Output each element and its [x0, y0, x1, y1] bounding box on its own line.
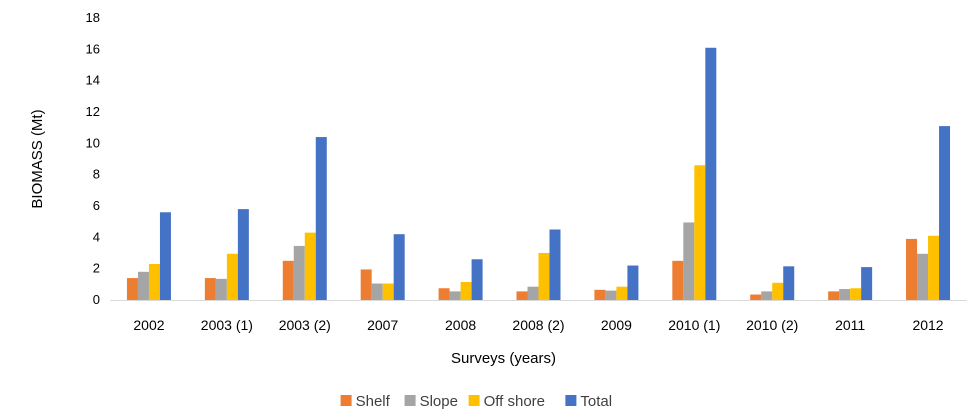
bar-group	[360, 234, 405, 300]
bar-group	[438, 259, 483, 300]
bar-group	[750, 266, 795, 300]
bar-shelf	[672, 260, 684, 300]
x-tick-label: 2010 (1)	[668, 317, 720, 333]
bar-off-shore	[928, 235, 940, 300]
x-tick-label: 2007	[367, 317, 398, 333]
bar-off-shore	[304, 232, 316, 300]
bar-shelf	[594, 289, 606, 300]
legend-swatch	[404, 395, 416, 406]
legend-label: Total	[580, 393, 612, 410]
bar-groups	[126, 47, 951, 301]
bar-total	[315, 137, 327, 300]
x-axis-title: Surveys (years)	[451, 350, 556, 367]
bar-off-shore	[616, 286, 628, 300]
x-tick-label: 2008	[445, 317, 476, 333]
bar-slope	[371, 283, 383, 300]
bar-slope	[839, 289, 851, 300]
x-tick-label: 2009	[601, 317, 632, 333]
bar-group	[282, 137, 327, 300]
bar-total	[705, 47, 717, 301]
y-tick-label: 10	[86, 135, 100, 150]
bar-total	[627, 265, 639, 300]
bar-group	[516, 229, 561, 300]
bar-group	[204, 209, 249, 300]
bar-slope	[449, 291, 461, 300]
x-axis-categories: 2002 2003 (1) 2003 (2) 2007 2008 2008 (2) 2009…	[133, 317, 943, 333]
x-tick-label: 2003 (2)	[279, 317, 331, 333]
bar-shelf	[516, 291, 528, 300]
bar-shelf	[360, 269, 372, 300]
bar-group	[594, 265, 639, 300]
legend-label: Slope	[420, 393, 458, 410]
bar-slope	[683, 222, 695, 300]
legend-label: Off shore	[484, 393, 545, 410]
legend-item: Shelf	[340, 393, 391, 410]
y-tick-label: 12	[86, 104, 100, 119]
bar-off-shore	[772, 282, 784, 300]
legend: Shelf Slope Off shore Total	[340, 393, 612, 410]
bar-total	[471, 259, 483, 300]
legend-label: Shelf	[356, 393, 391, 410]
bar-shelf	[126, 278, 138, 300]
x-tick-label: 2012	[912, 317, 943, 333]
y-tick-label: 18	[86, 10, 100, 25]
bar-off-shore	[538, 253, 550, 300]
y-tick-label: 2	[93, 261, 100, 276]
legend-swatch	[340, 395, 352, 406]
bar-slope	[917, 253, 929, 300]
y-axis-title: BIOMASS (Mt)	[29, 109, 46, 208]
legend-item: Off shore	[468, 393, 545, 410]
bar-off-shore	[382, 283, 394, 300]
bar-shelf	[438, 288, 450, 300]
legend-item: Total	[565, 393, 612, 410]
legend-item: Slope	[404, 393, 458, 410]
bar-total	[783, 266, 795, 300]
y-tick-label: 8	[93, 167, 100, 182]
x-tick-label: 2010 (2)	[746, 317, 798, 333]
x-tick-label: 2002	[133, 317, 164, 333]
bar-total	[393, 234, 405, 300]
bar-off-shore	[148, 263, 160, 300]
legend-swatch	[565, 395, 577, 406]
bar-shelf	[282, 260, 294, 300]
bar-slope	[761, 291, 773, 300]
bar-group	[126, 212, 171, 300]
bar-total	[159, 212, 171, 300]
bar-off-shore	[460, 281, 472, 300]
bar-group	[906, 126, 951, 300]
bar-shelf	[750, 294, 762, 300]
bar-shelf	[906, 238, 918, 300]
y-tick-label: 14	[86, 73, 100, 88]
bar-group	[828, 267, 873, 300]
bar-slope	[527, 286, 539, 300]
bar-slope	[137, 271, 149, 300]
bar-total	[549, 229, 561, 300]
bar-off-shore	[226, 253, 238, 300]
x-tick-label: 2008 (2)	[512, 317, 564, 333]
bar-shelf	[828, 291, 840, 300]
bar-total	[861, 267, 873, 300]
x-tick-label: 2011	[835, 317, 865, 333]
y-tick-label: 4	[93, 229, 100, 244]
legend-swatch	[468, 395, 480, 406]
bar-slope	[215, 278, 227, 300]
y-tick-label: 6	[93, 198, 100, 213]
y-tick-label: 16	[86, 41, 100, 56]
bar-group	[672, 47, 717, 301]
bar-total	[237, 209, 249, 300]
bar-shelf	[204, 278, 216, 300]
bar-off-shore	[694, 165, 706, 300]
bar-off-shore	[850, 288, 862, 300]
bar-total	[939, 126, 951, 300]
y-tick-label: 0	[93, 292, 100, 307]
x-tick-label: 2003 (1)	[201, 317, 253, 333]
bar-slope	[605, 290, 617, 300]
y-axis-ticks: 0 2 4 6 8 10 12 14 16 18	[86, 10, 100, 307]
bar-slope	[293, 245, 305, 300]
